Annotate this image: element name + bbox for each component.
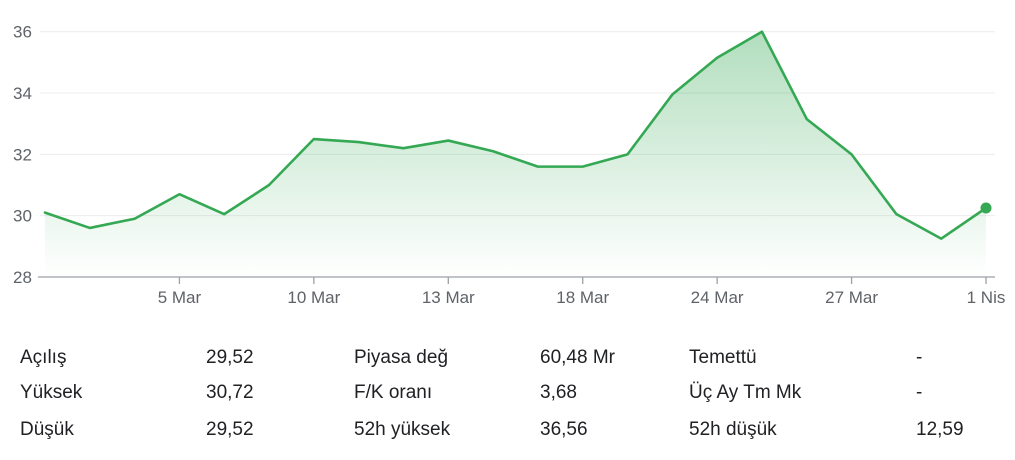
x-tick-label: 18 Mar [556, 288, 609, 307]
x-tick-label: 1 Nis [967, 288, 1006, 307]
data-point [580, 164, 586, 170]
stat-value-52w-high: 36,56 [540, 419, 588, 440]
stat-label-pe-ratio: F/K oranı [354, 382, 433, 403]
stat-value-market-cap: 60,48 Mr [540, 347, 615, 368]
price-chart[interactable]: 28 30 32 34 36 5 Mar 10 Mar 13 Mar 18 Mar 24 Mar 2… [0, 0, 1015, 320]
data-point [400, 145, 406, 151]
x-tick-label: 10 Mar [287, 288, 340, 307]
x-tick-label: 27 Mar [825, 288, 878, 307]
stat-value-pe-ratio: 3,68 [540, 382, 577, 403]
stat-label-low: Düşük [20, 419, 74, 440]
data-point [804, 116, 810, 122]
y-tick-label: 28 [13, 268, 32, 287]
data-point [132, 216, 138, 222]
y-tick-label: 32 [13, 145, 32, 164]
stat-label-52w-high: 52h yüksek [354, 419, 451, 440]
data-point [938, 236, 944, 242]
data-point [221, 211, 227, 217]
data-point [266, 182, 272, 188]
stats-table: Açılış 29,52 Piyasa değ 60,48 Mr Temettü… [0, 334, 1015, 454]
x-tick-label: 13 Mar [422, 288, 475, 307]
y-tick-label: 30 [13, 207, 32, 226]
stat-label-open: Açılış [20, 347, 67, 368]
stat-value-52w-low: 12,59 [916, 419, 964, 440]
stat-value-high: 30,72 [206, 382, 254, 403]
stat-label-quarterly-div: Üç Ay Tm Mk [689, 382, 802, 403]
data-point [42, 210, 48, 216]
stat-value-dividend: - [916, 347, 923, 368]
stat-value-quarterly-div: - [916, 382, 923, 403]
current-price-dot [980, 202, 992, 214]
data-point [490, 148, 496, 154]
stat-value-low: 29,52 [206, 419, 254, 440]
stat-label-high: Yüksek [20, 382, 83, 403]
stat-label-market-cap: Piyasa değ [354, 347, 449, 368]
data-point [87, 225, 93, 231]
data-point [356, 139, 362, 145]
x-tick-label: 24 Mar [691, 288, 744, 307]
data-point [849, 151, 855, 157]
price-area [45, 31, 986, 277]
stat-value-open: 29,52 [206, 347, 254, 368]
stat-label-dividend: Temettü [689, 347, 757, 368]
data-point [445, 138, 451, 144]
y-tick-label: 36 [13, 23, 32, 42]
data-point [625, 151, 631, 157]
data-point [893, 211, 899, 217]
price-line [43, 30, 988, 240]
y-tick-label: 34 [13, 84, 32, 103]
data-point [759, 29, 765, 35]
price-chart-svg: 28 30 32 34 36 5 Mar 10 Mar 13 Mar 18 Mar 24 Mar 2… [13, 23, 1006, 307]
data-point [714, 55, 720, 61]
x-tick-label: 5 Mar [158, 288, 202, 307]
data-point [669, 92, 675, 98]
data-point [176, 191, 182, 197]
stat-label-52w-low: 52h düşük [689, 419, 777, 440]
data-point [535, 164, 541, 170]
data-point [311, 136, 317, 142]
